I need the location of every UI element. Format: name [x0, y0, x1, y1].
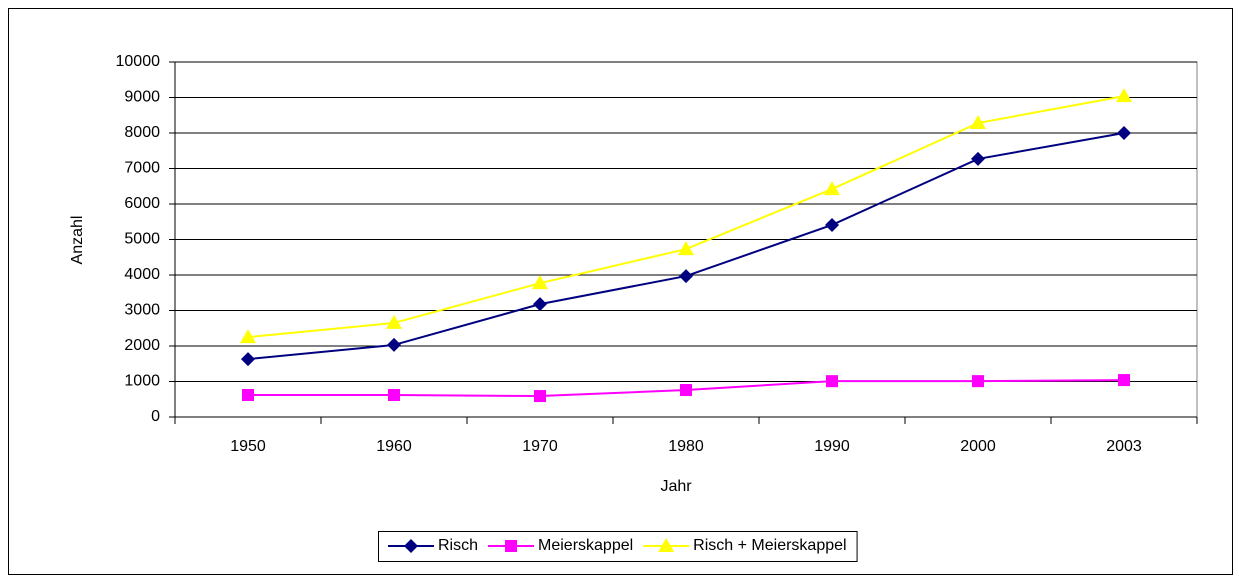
legend-label: Risch — [438, 537, 478, 554]
y-tick-label: 9000 — [124, 89, 160, 106]
marker — [533, 297, 547, 312]
marker — [532, 275, 548, 290]
marker — [972, 375, 984, 388]
y-tick-label: 3000 — [124, 302, 160, 319]
x-tick-label: 2003 — [1106, 438, 1142, 455]
y-tick-label: 2000 — [124, 337, 160, 354]
marker — [387, 337, 401, 352]
x-axis-label: Jahr — [660, 478, 692, 495]
y-tick-label: 7000 — [124, 160, 160, 177]
marker — [505, 540, 518, 552]
legend-box — [378, 531, 858, 562]
y-axis-label: Anzahl — [69, 216, 86, 265]
marker — [680, 384, 692, 397]
x-tick-label: 2000 — [960, 438, 996, 455]
marker — [386, 314, 402, 329]
y-tick-label: 0 — [151, 408, 160, 425]
marker — [1117, 126, 1131, 140]
marker — [388, 388, 400, 401]
marker — [678, 241, 694, 256]
x-tick-label: 1990 — [814, 438, 850, 455]
marker — [404, 539, 418, 553]
x-tick-label: 1950 — [230, 438, 266, 455]
marker — [971, 151, 985, 166]
y-tick-label: 4000 — [124, 266, 160, 283]
marker — [242, 388, 254, 401]
marker — [658, 538, 675, 552]
marker — [679, 269, 693, 284]
marker — [1116, 88, 1132, 103]
x-tick-label: 1970 — [522, 438, 558, 455]
legend: Risch Meierskappel Risch + Meierskappel — [378, 531, 858, 562]
marker — [826, 375, 838, 388]
x-tick-label: 1980 — [668, 438, 704, 455]
marker — [970, 115, 986, 130]
marker — [241, 352, 255, 367]
marker — [240, 329, 256, 344]
marker — [825, 217, 839, 232]
y-tick-label: 8000 — [124, 124, 160, 141]
y-tick-label: 10000 — [116, 53, 161, 70]
y-tick-label: 5000 — [124, 231, 160, 248]
legend-label: Meierskappel — [538, 537, 633, 554]
legend-label: Risch + Meierskappel — [693, 537, 846, 554]
marker — [824, 181, 840, 196]
marker — [534, 390, 546, 403]
x-tick-label: 1960 — [376, 438, 412, 455]
marker — [1118, 374, 1130, 387]
y-tick-label: 1000 — [124, 373, 160, 390]
y-tick-label: 6000 — [124, 195, 160, 212]
